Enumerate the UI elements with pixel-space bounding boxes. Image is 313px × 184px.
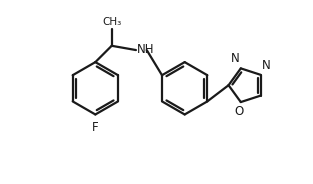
Text: F: F <box>92 121 99 134</box>
Text: N: N <box>230 52 239 65</box>
Text: NH: NH <box>137 43 154 56</box>
Text: O: O <box>235 105 244 118</box>
Text: CH₃: CH₃ <box>102 17 121 26</box>
Text: N: N <box>262 59 271 72</box>
